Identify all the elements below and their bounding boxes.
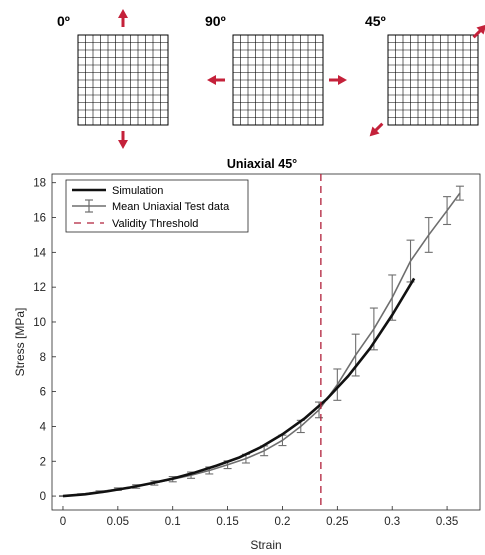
legend-label-threshold: Validity Threshold bbox=[112, 218, 198, 230]
panel-label-90deg: 90º bbox=[205, 13, 226, 29]
panel-label-45deg: 45º bbox=[365, 13, 386, 29]
panel-0deg: 0º bbox=[57, 9, 169, 149]
y-tick-label: 6 bbox=[40, 387, 46, 399]
legend: Simulation Mean Uniaxial Test data Valid… bbox=[65, 179, 249, 233]
arrow-down-icon bbox=[118, 131, 128, 149]
chart-title: Uniaxial 45° bbox=[227, 157, 297, 171]
panel-label-0deg: 0º bbox=[57, 13, 70, 29]
x-tick-label: 0.15 bbox=[216, 516, 238, 528]
x-axis-label: Strain bbox=[250, 538, 281, 552]
x-tick-label: 0 bbox=[60, 516, 66, 528]
arrow-left-icon bbox=[207, 75, 225, 85]
x-tick-label: 0.2 bbox=[274, 516, 290, 528]
y-tick-label: 2 bbox=[40, 456, 46, 468]
legend-label-simulation: Simulation bbox=[112, 185, 163, 197]
arrow-up-icon bbox=[118, 9, 128, 27]
arrow-right-icon bbox=[329, 75, 347, 85]
error-bar bbox=[443, 196, 452, 226]
y-tick-label: 8 bbox=[40, 352, 46, 364]
y-tick-label: 0 bbox=[40, 491, 46, 503]
grid-square-0deg bbox=[77, 34, 169, 126]
grid-square-45deg bbox=[387, 34, 479, 126]
panel-45deg: 45º bbox=[365, 13, 485, 137]
grid-square-90deg bbox=[232, 34, 324, 126]
error-bar bbox=[351, 333, 360, 377]
error-bar bbox=[424, 216, 433, 253]
y-tick-label: 4 bbox=[40, 421, 47, 433]
series-line-test bbox=[62, 192, 461, 497]
x-tick-label: 0.25 bbox=[326, 516, 348, 528]
error-bar bbox=[406, 239, 415, 283]
error-bar bbox=[333, 368, 342, 401]
y-tick-label: 10 bbox=[33, 317, 46, 329]
legend-entry-simulation: Simulation bbox=[72, 185, 163, 197]
arrow-up-right-icon bbox=[472, 24, 485, 39]
axes-box bbox=[51, 173, 481, 511]
y-tick-label: 18 bbox=[33, 178, 46, 190]
legend-entry-test: Mean Uniaxial Test data bbox=[72, 199, 230, 213]
x-tick-label: 0.05 bbox=[107, 516, 129, 528]
panel-90deg: 90º bbox=[205, 13, 347, 126]
y-tick-label: 14 bbox=[33, 247, 46, 259]
x-tick-label: 0.3 bbox=[384, 516, 400, 528]
y-tick-label: 16 bbox=[33, 213, 46, 225]
x-tick-label: 0.1 bbox=[165, 516, 181, 528]
legend-label-test: Mean Uniaxial Test data bbox=[112, 201, 230, 213]
error-bar bbox=[455, 185, 464, 201]
series-line-simulation bbox=[62, 277, 416, 498]
y-axis-label: Stress [MPa] bbox=[13, 308, 27, 377]
arrow-down-left-icon bbox=[369, 122, 384, 137]
legend-entry-threshold: Validity Threshold bbox=[74, 218, 198, 230]
x-tick-label: 0.35 bbox=[436, 516, 458, 528]
plot-area: 0 0.05 0.1 0.15 0.2 0.25 0.3 0.35 0 2 4 6 8 10 12 14 16 1… bbox=[33, 173, 481, 528]
y-tick-label: 12 bbox=[33, 282, 46, 294]
